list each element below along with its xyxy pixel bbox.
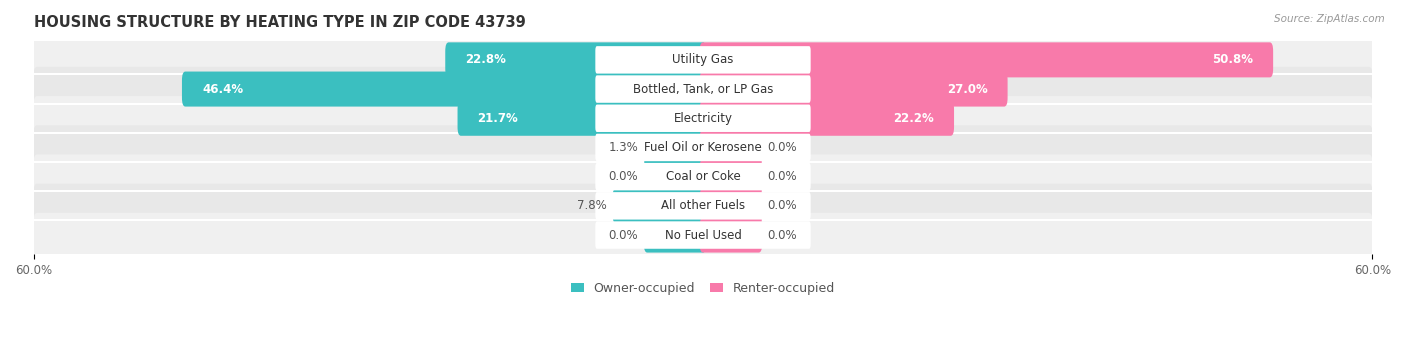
- FancyBboxPatch shape: [446, 42, 706, 77]
- Text: 0.0%: 0.0%: [609, 228, 638, 241]
- Text: 0.0%: 0.0%: [768, 199, 797, 212]
- FancyBboxPatch shape: [595, 134, 811, 161]
- Text: Utility Gas: Utility Gas: [672, 54, 734, 66]
- Text: HOUSING STRUCTURE BY HEATING TYPE IN ZIP CODE 43739: HOUSING STRUCTURE BY HEATING TYPE IN ZIP…: [34, 15, 526, 30]
- Legend: Owner-occupied, Renter-occupied: Owner-occupied, Renter-occupied: [571, 282, 835, 295]
- FancyBboxPatch shape: [34, 96, 1372, 140]
- FancyBboxPatch shape: [700, 130, 762, 165]
- Text: Fuel Oil or Kerosene: Fuel Oil or Kerosene: [644, 141, 762, 154]
- FancyBboxPatch shape: [457, 101, 706, 136]
- Text: 21.7%: 21.7%: [478, 112, 519, 125]
- Text: Coal or Coke: Coal or Coke: [665, 170, 741, 183]
- Text: Electricity: Electricity: [673, 112, 733, 125]
- FancyBboxPatch shape: [34, 184, 1372, 228]
- FancyBboxPatch shape: [595, 75, 811, 103]
- FancyBboxPatch shape: [34, 154, 1372, 199]
- Text: All other Fuels: All other Fuels: [661, 199, 745, 212]
- FancyBboxPatch shape: [700, 218, 762, 253]
- FancyBboxPatch shape: [700, 42, 1274, 77]
- FancyBboxPatch shape: [644, 130, 706, 165]
- Text: 27.0%: 27.0%: [946, 83, 987, 95]
- Text: 0.0%: 0.0%: [609, 170, 638, 183]
- FancyBboxPatch shape: [613, 188, 706, 223]
- Text: 22.2%: 22.2%: [893, 112, 934, 125]
- Text: No Fuel Used: No Fuel Used: [665, 228, 741, 241]
- FancyBboxPatch shape: [595, 163, 811, 190]
- FancyBboxPatch shape: [34, 67, 1372, 111]
- Text: 0.0%: 0.0%: [768, 170, 797, 183]
- FancyBboxPatch shape: [34, 213, 1372, 257]
- Text: Bottled, Tank, or LP Gas: Bottled, Tank, or LP Gas: [633, 83, 773, 95]
- FancyBboxPatch shape: [595, 105, 811, 132]
- FancyBboxPatch shape: [644, 159, 706, 194]
- FancyBboxPatch shape: [595, 192, 811, 220]
- FancyBboxPatch shape: [700, 101, 955, 136]
- Text: Source: ZipAtlas.com: Source: ZipAtlas.com: [1274, 14, 1385, 24]
- FancyBboxPatch shape: [595, 46, 811, 74]
- Text: 46.4%: 46.4%: [202, 83, 243, 95]
- FancyBboxPatch shape: [595, 221, 811, 249]
- Text: 22.8%: 22.8%: [465, 54, 506, 66]
- FancyBboxPatch shape: [700, 159, 762, 194]
- FancyBboxPatch shape: [700, 72, 1008, 107]
- FancyBboxPatch shape: [34, 125, 1372, 169]
- FancyBboxPatch shape: [181, 72, 706, 107]
- Text: 0.0%: 0.0%: [768, 141, 797, 154]
- Text: 50.8%: 50.8%: [1212, 54, 1253, 66]
- FancyBboxPatch shape: [644, 218, 706, 253]
- FancyBboxPatch shape: [700, 188, 762, 223]
- FancyBboxPatch shape: [34, 38, 1372, 82]
- Text: 7.8%: 7.8%: [578, 199, 607, 212]
- Text: 1.3%: 1.3%: [609, 141, 638, 154]
- Text: 0.0%: 0.0%: [768, 228, 797, 241]
